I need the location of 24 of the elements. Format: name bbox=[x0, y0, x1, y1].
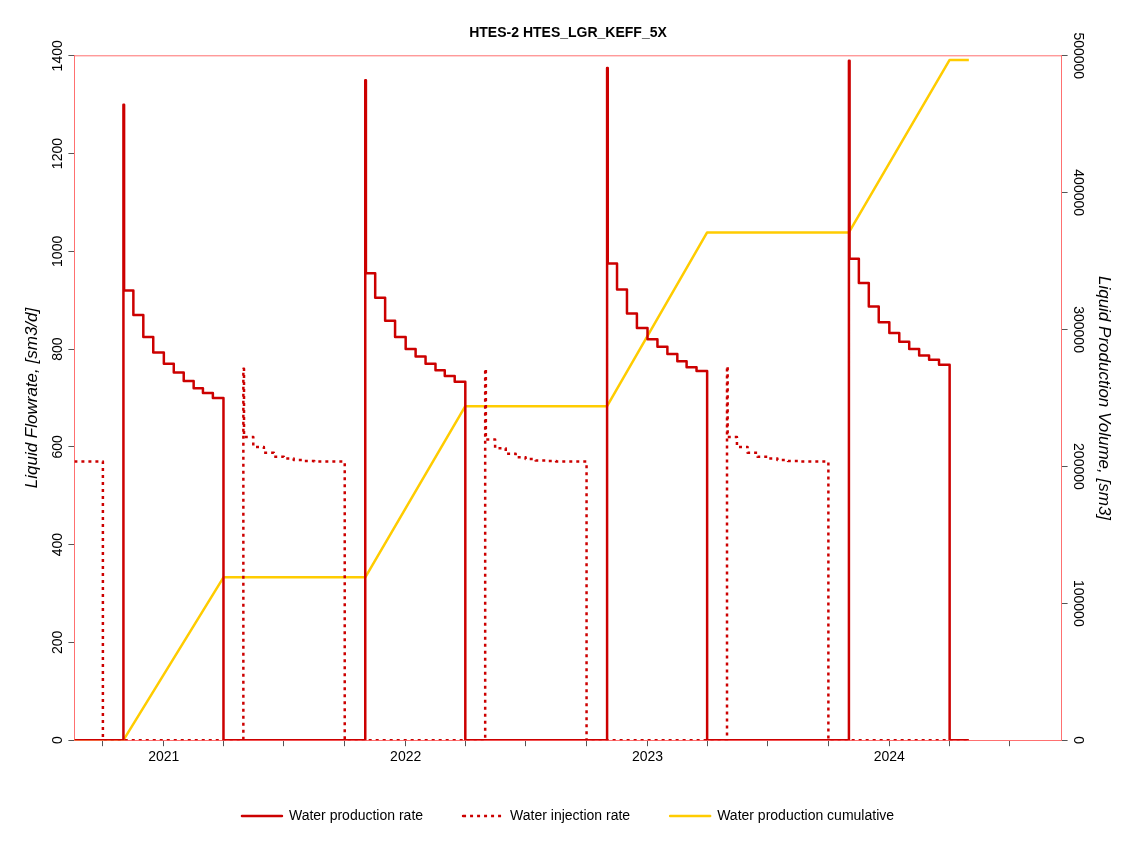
y-tick-label: 1200 bbox=[49, 137, 66, 170]
y2-tick-label: 100000 bbox=[1070, 579, 1087, 627]
y2-axis-title: Liquid Production Volume, [sm3] bbox=[1095, 275, 1115, 522]
y2-tick-label: 200000 bbox=[1070, 443, 1087, 491]
y2-tick-label: 500000 bbox=[1070, 32, 1087, 80]
legend-label: Water production cumulative bbox=[717, 806, 895, 823]
y2-tick-label: 300000 bbox=[1070, 306, 1087, 354]
x-tick-label: 2023 bbox=[631, 748, 664, 765]
legend-label: Water injection rate bbox=[510, 806, 631, 823]
y-tick-label: 600 bbox=[49, 434, 66, 459]
y-tick-label: 1400 bbox=[49, 40, 66, 72]
y2-tick-label: 0 bbox=[1070, 736, 1087, 745]
x-tick-label: 2021 bbox=[148, 748, 180, 765]
y-tick-label: 0 bbox=[49, 736, 66, 745]
x-tick-label: 2024 bbox=[873, 748, 906, 765]
chart-title: HTES-2 HTES_LGR_KEFF_5X bbox=[469, 24, 668, 41]
y-tick-label: 800 bbox=[49, 337, 66, 361]
y-tick-label: 1000 bbox=[49, 235, 66, 267]
y-tick-label: 200 bbox=[49, 630, 66, 655]
y-tick-label: 400 bbox=[49, 532, 66, 557]
y-axis-title: Liquid Flowrate, [sm3/d] bbox=[21, 306, 41, 489]
legend-label: Water production rate bbox=[288, 806, 424, 823]
y2-tick-label: 400000 bbox=[1070, 169, 1087, 217]
x-tick-label: 2022 bbox=[390, 748, 422, 765]
